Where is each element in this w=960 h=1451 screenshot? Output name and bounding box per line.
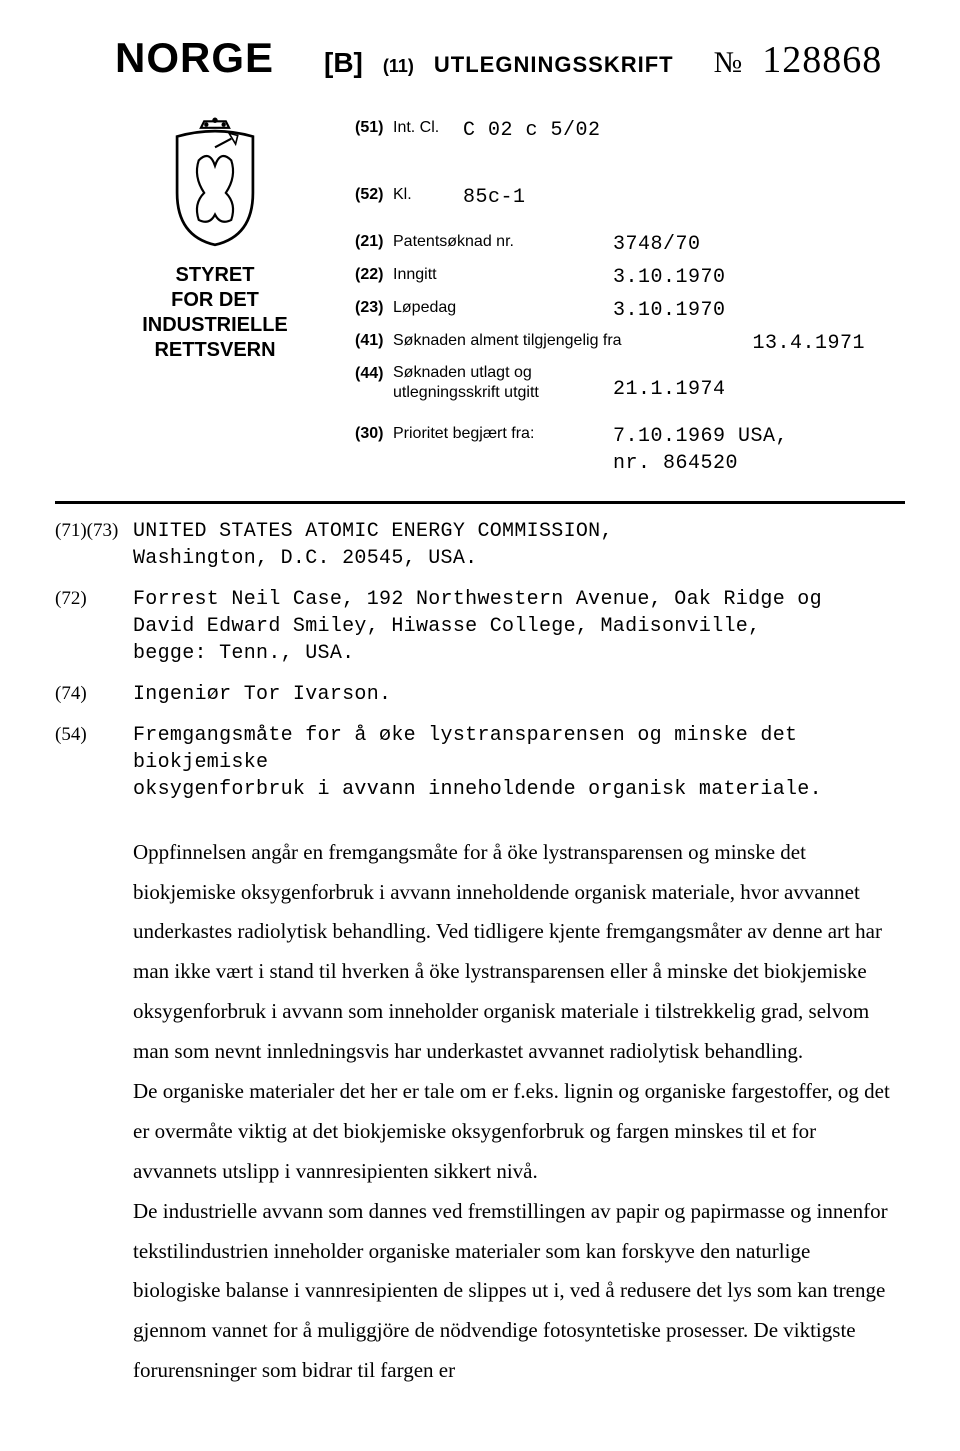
authority-line3: RETTSVERN	[115, 338, 315, 363]
inid-code: (21)	[355, 231, 393, 258]
inventor-row: (72) Forrest Neil Case, 192 Northwestern…	[55, 586, 905, 667]
biblio-value: 13.4.1971	[752, 330, 905, 357]
applicant-row: (71)(73) UNITED STATES ATOMIC ENERGY COM…	[55, 518, 905, 572]
biblio-label-l1: Søknaden utlagt og	[393, 363, 613, 383]
inid-54: (54)	[55, 722, 133, 803]
applicant-l2: Washington, D.C. 20545, USA.	[133, 545, 905, 572]
inventor-l1: Forrest Neil Case, 192 Northwestern Aven…	[133, 586, 905, 613]
biblio-value-l1: 7.10.1969 USA,	[613, 423, 788, 450]
biblio-value: 3.10.1970	[613, 264, 726, 291]
inid-72: (72)	[55, 586, 133, 667]
coat-of-arms-icon	[160, 117, 270, 247]
biblio-value: 7.10.1969 USA, nr. 864520	[613, 423, 788, 477]
doc-kind-label: UTLEGNINGSSKRIFT	[434, 50, 674, 80]
biblio-row-21: (21) Patentsøknad nr. 3748/70	[355, 231, 905, 258]
biblio-label: Søknaden alment tilgjengelig fra	[393, 330, 653, 357]
agent-row: (74) Ingeniør Tor Ivarson.	[55, 681, 905, 708]
authority-line1: STYRET	[115, 263, 315, 288]
biblio-value: 85c-1	[463, 184, 526, 211]
inid-code: (44)	[355, 363, 393, 403]
biblio-value: 21.1.1974	[613, 376, 726, 403]
biblio-value: C 02 c 5/02	[463, 117, 601, 144]
biblio-row-41: (41) Søknaden alment tilgjengelig fra 13…	[355, 330, 905, 357]
authority-column: STYRET FOR DET INDUSTRIELLE RETTSVERN	[115, 117, 315, 483]
description-body: Oppfinnelsen angår en fremgangsmåte for …	[133, 833, 895, 1391]
authority-line2: FOR DET INDUSTRIELLE	[115, 288, 315, 338]
title-l2: oksygenforbruk i avvann inneholdende org…	[133, 776, 905, 803]
divider-rule	[55, 501, 905, 504]
biblio-label: Int. Cl.	[393, 117, 463, 144]
agent-text: Ingeniør Tor Ivarson.	[133, 681, 905, 708]
biblio-label: Prioritet begjært fra:	[393, 423, 613, 477]
title-l1: Fremgangsmåte for å øke lystransparensen…	[133, 722, 905, 776]
body-para-1: Oppfinnelsen angår en fremgangsmåte for …	[133, 833, 895, 1072]
country-name: NORGE	[115, 30, 274, 87]
inid-74: (74)	[55, 681, 133, 708]
doc-b-code: [B]	[324, 44, 363, 82]
body-para-2: De organiske materialer det her er tale …	[133, 1072, 895, 1192]
publication-number: 128868	[762, 35, 882, 86]
inid-code: (41)	[355, 330, 393, 357]
biblio-label-l2: utlegningsskrift utgitt	[393, 383, 613, 403]
inid-11: (11)	[383, 54, 414, 78]
biblio-label: Kl.	[393, 184, 463, 211]
header-row: NORGE [B] (11) UTLEGNINGSSKRIFT № 128868	[115, 30, 905, 87]
inid-code: (30)	[355, 423, 393, 477]
number-symbol: №	[714, 43, 743, 84]
inventor-text: Forrest Neil Case, 192 Northwestern Aven…	[133, 586, 905, 667]
inid-code: (22)	[355, 264, 393, 291]
invention-title: Fremgangsmåte for å øke lystransparensen…	[133, 722, 905, 803]
biblio-label: Søknaden utlagt og utlegningsskrift utgi…	[393, 363, 613, 403]
inid-7173: (71)(73)	[55, 518, 133, 572]
biblio-row-51: (51) Int. Cl. C 02 c 5/02	[355, 117, 905, 144]
inid-code: (23)	[355, 297, 393, 324]
inventor-l2: David Edward Smiley, Hiwasse College, Ma…	[133, 613, 905, 640]
authority-name: STYRET FOR DET INDUSTRIELLE RETTSVERN	[115, 263, 315, 363]
biblio-row-44: (44) Søknaden utlagt og utlegningsskrift…	[355, 363, 905, 403]
biblio-row-23: (23) Løpedag 3.10.1970	[355, 297, 905, 324]
bibliographic-data: (51) Int. Cl. C 02 c 5/02 (52) Kl. 85c-1…	[315, 117, 905, 483]
biblio-value-l2: nr. 864520	[613, 450, 788, 477]
biblio-value: 3.10.1970	[613, 297, 726, 324]
parties-block: (71)(73) UNITED STATES ATOMIC ENERGY COM…	[55, 518, 905, 803]
biblio-row-30: (30) Prioritet begjært fra: 7.10.1969 US…	[355, 423, 905, 477]
biblio-row-52: (52) Kl. 85c-1	[355, 184, 905, 211]
applicant-l1: UNITED STATES ATOMIC ENERGY COMMISSION,	[133, 518, 905, 545]
title-row: (54) Fremgangsmåte for å øke lystranspar…	[55, 722, 905, 803]
biblio-label: Løpedag	[393, 297, 613, 324]
applicant-text: UNITED STATES ATOMIC ENERGY COMMISSION, …	[133, 518, 905, 572]
inid-code: (51)	[355, 117, 393, 144]
inventor-l3: begge: Tenn., USA.	[133, 640, 905, 667]
biblio-label: Patentsøknad nr.	[393, 231, 613, 258]
inid-code: (52)	[355, 184, 393, 211]
body-para-3: De industrielle avvann som dannes ved fr…	[133, 1192, 895, 1391]
biblio-label: Inngitt	[393, 264, 613, 291]
biblio-value: 3748/70	[613, 231, 701, 258]
bibliographic-block: STYRET FOR DET INDUSTRIELLE RETTSVERN (5…	[115, 117, 905, 483]
biblio-row-22: (22) Inngitt 3.10.1970	[355, 264, 905, 291]
